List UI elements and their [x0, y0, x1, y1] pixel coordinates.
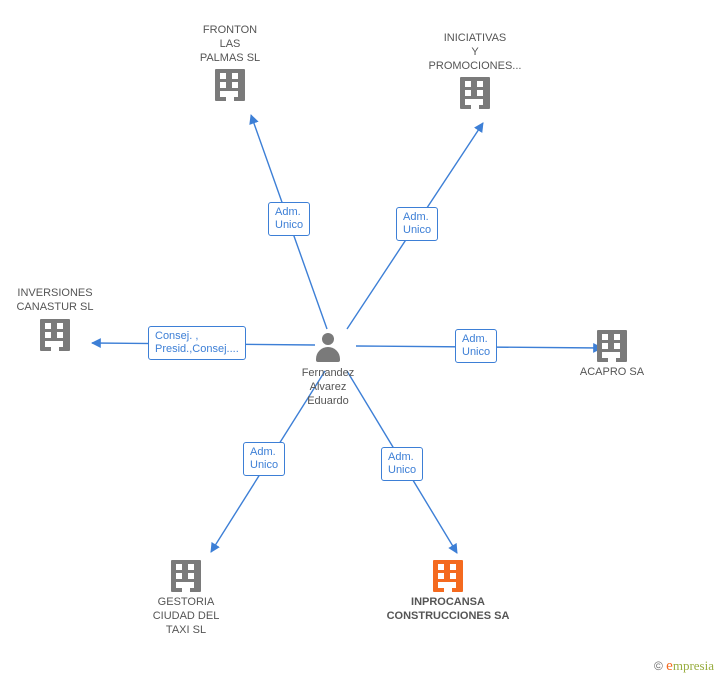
- person-icon: [315, 333, 341, 363]
- company-label: INICIATIVAS Y PROMOCIONES...: [400, 32, 550, 73]
- building-icon: [40, 319, 70, 351]
- edge-label: Adm. Unico: [455, 329, 497, 363]
- edge-label: Adm. Unico: [381, 447, 423, 481]
- edge-label: Adm. Unico: [243, 442, 285, 476]
- building-icon: [433, 560, 463, 592]
- company-label: GESTORIA CIUDAD DEL TAXI SL: [111, 596, 261, 637]
- company-node-inversion[interactable]: INVERSIONES CANASTUR SL: [0, 285, 130, 351]
- company-label: FRONTON LAS PALMAS SL: [155, 24, 305, 65]
- edge-label: Adm. Unico: [396, 207, 438, 241]
- building-icon: [597, 330, 627, 362]
- network-diagram: Fernandez Alvarez Eduardo FRONTON LAS PA…: [0, 0, 728, 685]
- edge-label: Consej. , Presid.,Consej....: [148, 326, 246, 360]
- company-node-iniciat[interactable]: INICIATIVAS Y PROMOCIONES...: [400, 30, 550, 109]
- building-icon: [460, 77, 490, 109]
- footer-credit: © empresia: [654, 658, 714, 675]
- edge-label: Adm. Unico: [268, 202, 310, 236]
- person-label: Fernandez Alvarez Eduardo: [288, 367, 368, 408]
- company-node-fronton[interactable]: FRONTON LAS PALMAS SL: [155, 22, 305, 101]
- company-node-gestoria[interactable]: GESTORIA CIUDAD DEL TAXI SL: [111, 560, 261, 637]
- company-label: ACAPRO SA: [537, 366, 687, 380]
- person-node[interactable]: Fernandez Alvarez Eduardo: [288, 333, 368, 408]
- company-label: INVERSIONES CANASTUR SL: [0, 287, 130, 315]
- company-label: INPROCANSA CONSTRUCCIONES SA: [373, 596, 523, 624]
- copyright-symbol: ©: [654, 659, 663, 673]
- company-node-acapro[interactable]: ACAPRO SA: [537, 330, 687, 380]
- company-node-inprocan[interactable]: INPROCANSA CONSTRUCCIONES SA: [373, 560, 523, 624]
- building-icon: [215, 69, 245, 101]
- brand-e: e: [666, 658, 673, 674]
- building-icon: [171, 560, 201, 592]
- brand-rest: mpresia: [673, 658, 714, 673]
